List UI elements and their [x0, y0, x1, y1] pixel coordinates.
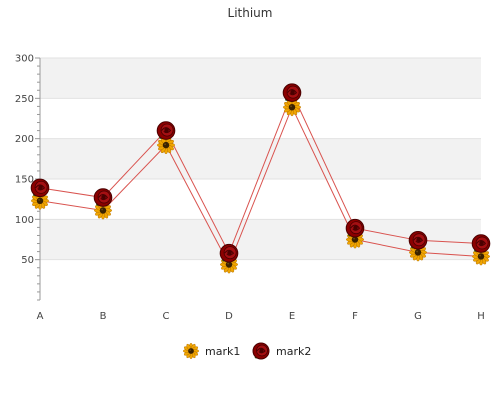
background-bands: [40, 58, 481, 260]
legend-label: mark1: [205, 345, 240, 358]
data-point-mark2: [408, 231, 428, 250]
y-tick-label: 300: [15, 54, 34, 65]
grid-band: [40, 219, 481, 260]
series-line-mark1: [39, 105, 482, 266]
series-lines: [39, 91, 482, 266]
x-tick-label: A: [37, 311, 44, 322]
data-point-mark2: [282, 83, 302, 102]
y-tick-label: 250: [15, 94, 34, 105]
sunflower-icon: [182, 342, 200, 360]
data-point-mark2: [93, 188, 113, 207]
rose-icon: [252, 342, 270, 360]
x-tick-label: E: [289, 311, 295, 322]
legend-item-mark2: mark2: [252, 342, 311, 360]
x-tick-label: B: [100, 311, 107, 322]
y-tick-label: 50: [21, 255, 34, 266]
y-tick-label: 200: [15, 134, 34, 145]
legend: mark1 mark2: [182, 342, 311, 360]
x-tick-label: C: [163, 311, 170, 322]
gridlines: [40, 57, 481, 261]
x-tick-label: G: [414, 311, 422, 322]
data-point-mark2: [219, 243, 239, 263]
x-tick-label: F: [352, 311, 358, 322]
grid-band: [40, 58, 481, 99]
legend-label: mark2: [276, 345, 311, 358]
x-tick-label: D: [225, 311, 233, 322]
x-tick-label: H: [477, 311, 485, 322]
data-point-mark2: [156, 121, 176, 140]
legend-item-mark1: mark1: [182, 342, 240, 360]
data-point-mark2: [30, 178, 50, 198]
y-tick-label: 100: [15, 215, 34, 226]
series-line-mark2: [39, 91, 482, 255]
data-point-mark1: [94, 201, 112, 220]
data-point-mark2: [471, 234, 491, 253]
chart-title: Lithium: [228, 6, 273, 20]
axes: 50 100 150 200 250 300 A B C D E F G H: [15, 54, 485, 323]
y-tick-label: 150: [15, 175, 34, 186]
data-point-mark2: [345, 218, 365, 238]
series-markers: [30, 83, 491, 274]
